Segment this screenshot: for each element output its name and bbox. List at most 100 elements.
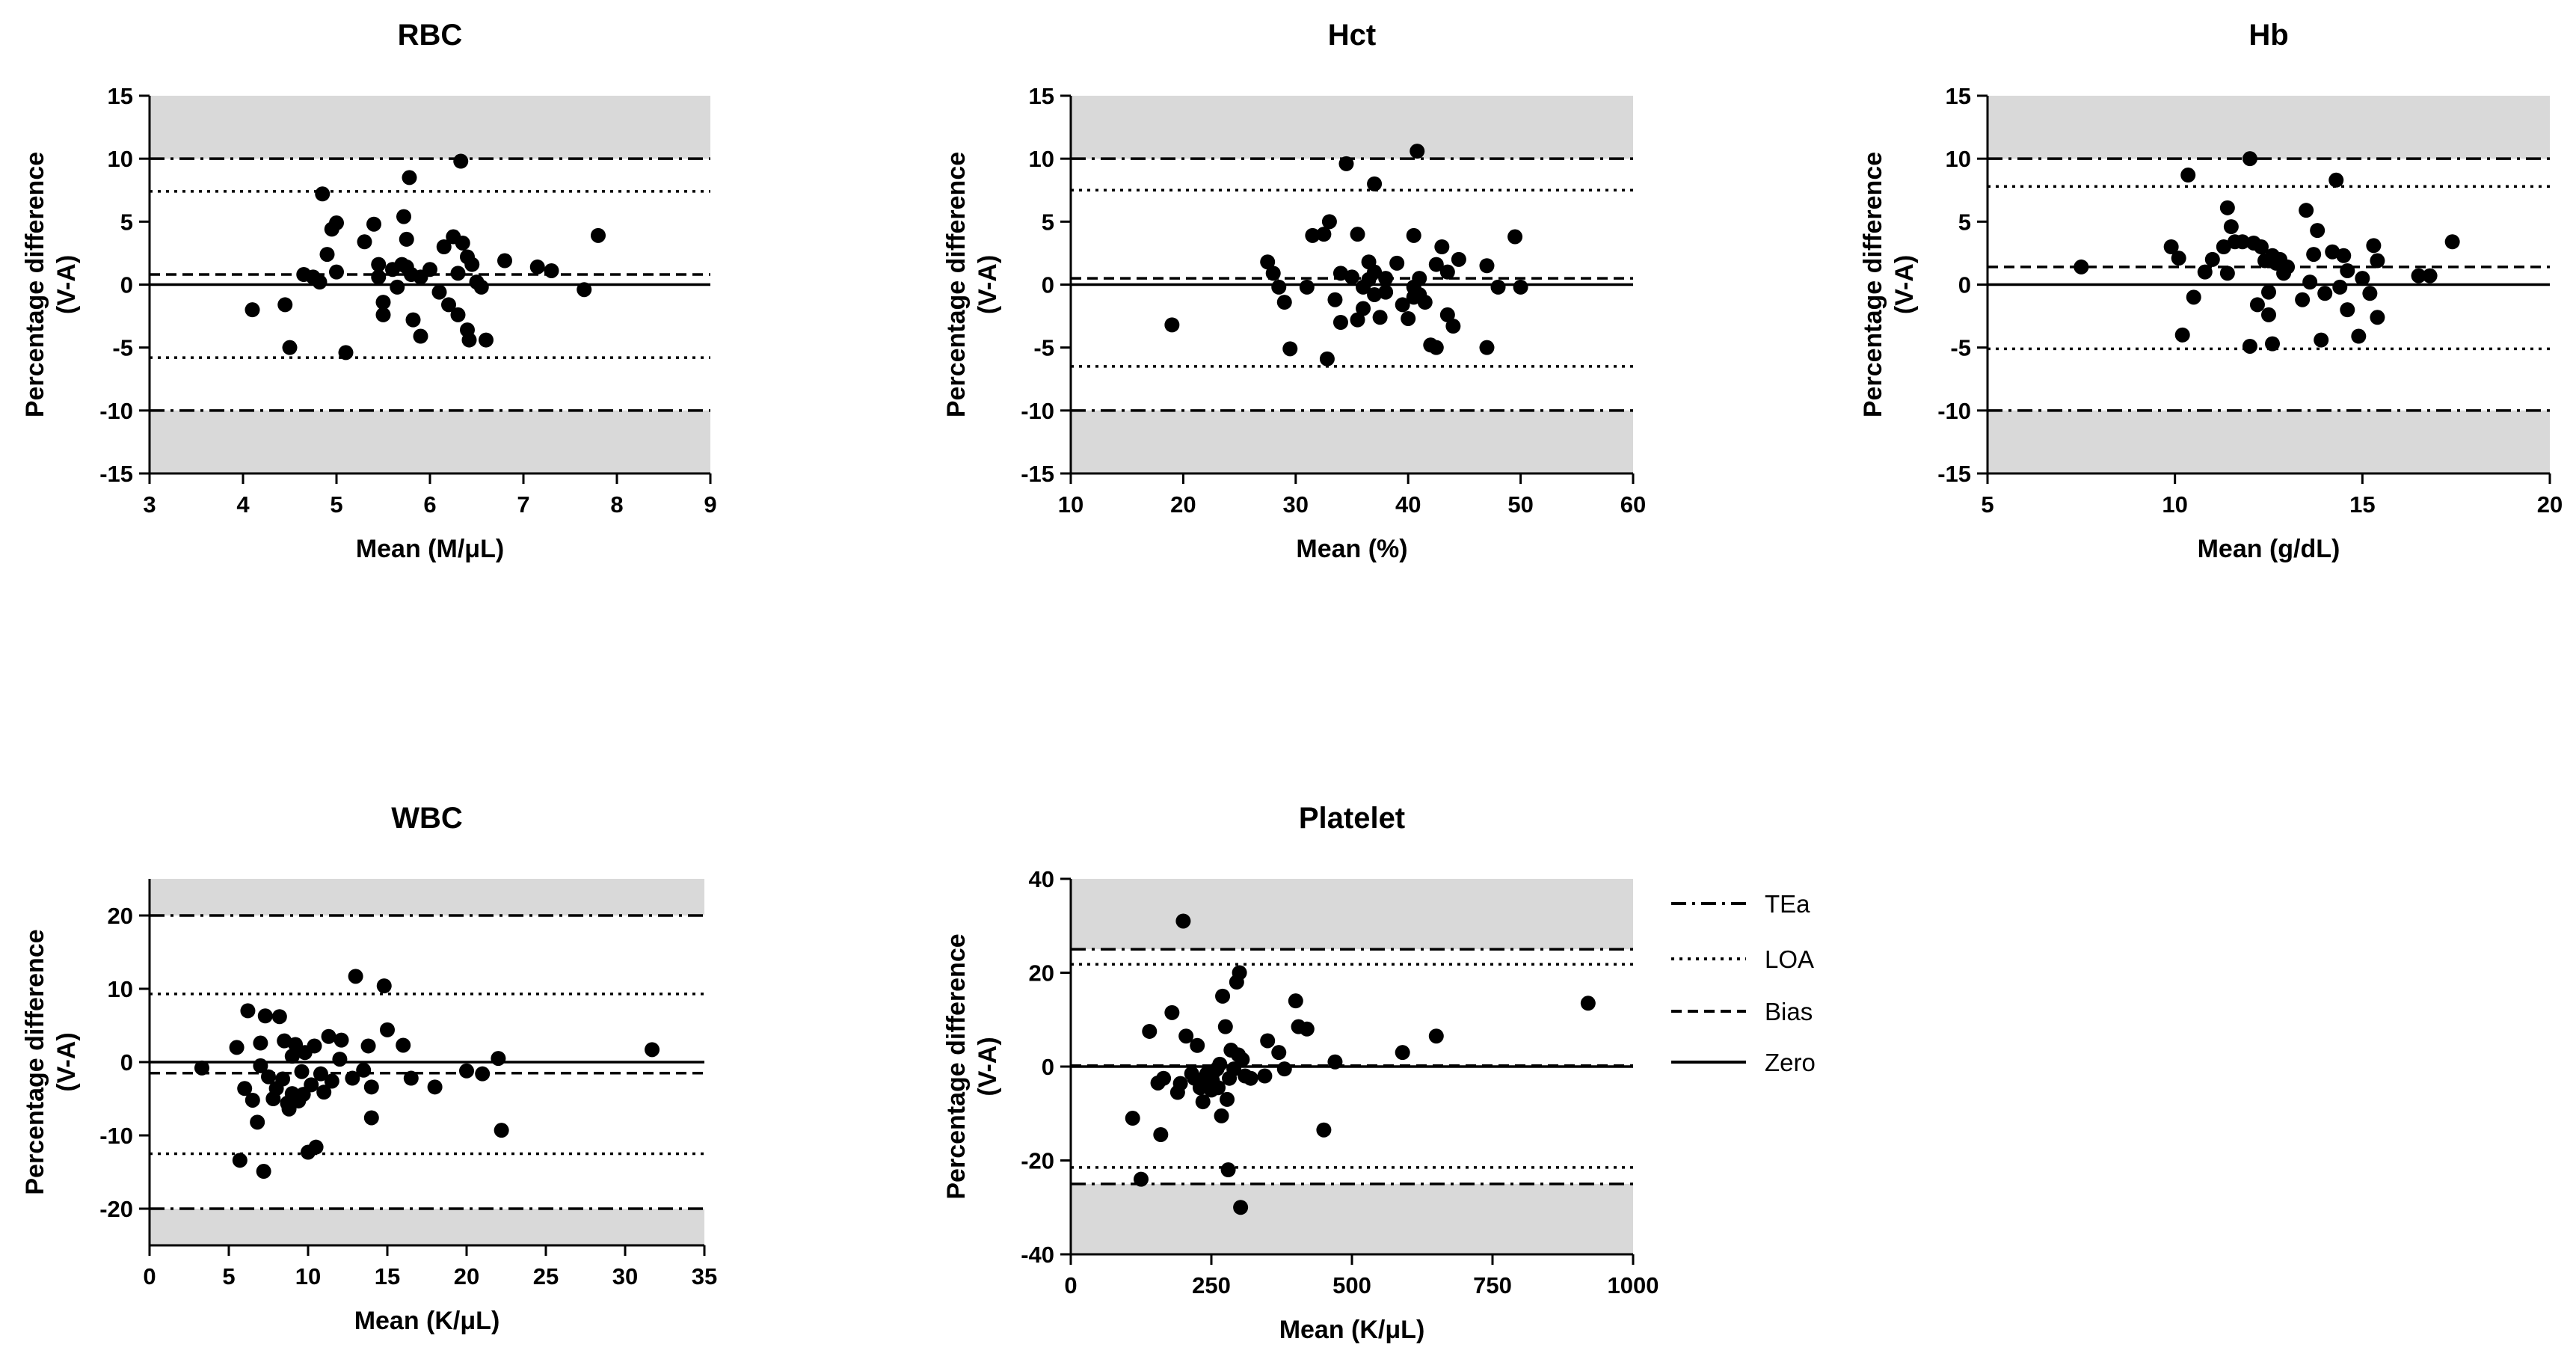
hct-data-point bbox=[1316, 227, 1332, 242]
platelet-data-point bbox=[1153, 1126, 1169, 1142]
platelet-x-tick-label: 0 bbox=[1064, 1272, 1077, 1298]
hct-data-point bbox=[1282, 341, 1298, 357]
hct-x-tick-label: 50 bbox=[1507, 491, 1533, 518]
platelet-data-point bbox=[1195, 1094, 1211, 1110]
hct-x-tick-label: 10 bbox=[1058, 491, 1083, 518]
hb-data-point bbox=[2186, 289, 2201, 305]
wbc-y-axis-sublabel: (V-A) bbox=[52, 1032, 81, 1091]
hb-data-point bbox=[2242, 338, 2257, 354]
platelet-data-point bbox=[1327, 1054, 1343, 1070]
rbc-x-tick-label: 4 bbox=[236, 491, 250, 518]
hb-upper-shade bbox=[1988, 96, 2550, 159]
hct-y-tick-label: -15 bbox=[1021, 461, 1054, 487]
hb-data-point bbox=[2355, 271, 2370, 286]
wbc-data-point bbox=[376, 978, 392, 994]
rbc-data-point bbox=[544, 263, 559, 278]
rbc-data-point bbox=[396, 209, 411, 224]
wbc-data-point bbox=[237, 1081, 253, 1097]
hct-data-point bbox=[1350, 312, 1365, 328]
hct-data-point bbox=[1410, 144, 1425, 159]
hct-data-point bbox=[1332, 266, 1348, 281]
rbc-x-tick-label: 8 bbox=[610, 491, 623, 518]
hct-data-point bbox=[1319, 351, 1335, 366]
hb-data-point bbox=[2163, 239, 2179, 254]
hb-data-point bbox=[2261, 307, 2276, 322]
platelet-data-point bbox=[1271, 1045, 1287, 1061]
hb-data-point bbox=[2261, 284, 2276, 300]
wbc-data-point bbox=[321, 1028, 336, 1044]
platelet-x-tick-label: 1000 bbox=[1608, 1272, 1659, 1298]
rbc-x-axis-label: Mean (M/μL) bbox=[356, 535, 504, 563]
rbc-y-tick-label: 0 bbox=[120, 272, 133, 298]
legend-label-tea: TEa bbox=[1765, 890, 1810, 918]
platelet-data-point bbox=[1288, 993, 1303, 1009]
hct-data-point bbox=[1265, 266, 1281, 281]
wbc-data-point bbox=[380, 1022, 395, 1037]
platelet-title: Platelet bbox=[1299, 802, 1405, 835]
wbc-y-tick-label: 20 bbox=[108, 903, 133, 929]
hb-data-point bbox=[2299, 203, 2314, 218]
wbc-data-point bbox=[256, 1164, 271, 1180]
hct-y-tick-label: 15 bbox=[1029, 83, 1054, 109]
wbc-data-point bbox=[294, 1064, 310, 1079]
hct-data-point bbox=[1395, 297, 1410, 313]
wbc-data-point bbox=[232, 1153, 248, 1168]
wbc-data-point bbox=[271, 1009, 287, 1025]
hb-data-point bbox=[2295, 292, 2311, 307]
hb-data-point bbox=[2197, 264, 2213, 280]
rbc-y-tick-label: -15 bbox=[99, 461, 133, 487]
hb-y-tick-label: 5 bbox=[1958, 209, 1971, 235]
hb-data-point bbox=[2216, 239, 2231, 254]
hct-data-point bbox=[1299, 279, 1315, 295]
hb-x-tick-label: 15 bbox=[2349, 491, 2375, 518]
hb-data-point bbox=[2362, 286, 2378, 301]
hct-y-axis-label: Percentage difference bbox=[942, 152, 971, 417]
wbc-y-tick-label: 10 bbox=[108, 976, 133, 1002]
legend-label-zero: Zero bbox=[1765, 1049, 1816, 1076]
hb-data-point bbox=[2310, 223, 2326, 239]
hct-data-point bbox=[1428, 257, 1444, 272]
platelet-upper-shade bbox=[1071, 879, 1633, 950]
rbc-x-tick-label: 6 bbox=[423, 491, 436, 518]
rbc-data-point bbox=[402, 170, 417, 185]
hb-y-tick-label: -15 bbox=[1937, 461, 1971, 487]
hct-data-point bbox=[1372, 310, 1388, 325]
wbc-x-tick-label: 0 bbox=[143, 1263, 156, 1289]
platelet-data-point bbox=[1190, 1037, 1205, 1053]
wbc-data-point bbox=[360, 1038, 376, 1054]
chart-wbc: -20 -10 0 10 20 0 5 10 15 20 25 30 35 WBC Mean (K/μL) P… bbox=[21, 802, 717, 1335]
hct-data-point bbox=[1344, 269, 1359, 285]
rbc-data-point bbox=[312, 274, 328, 290]
hb-data-point bbox=[2411, 268, 2426, 283]
wbc-x-tick-label: 30 bbox=[612, 1263, 638, 1289]
wbc-data-point bbox=[194, 1060, 209, 1076]
hb-y-tick-label: 10 bbox=[1946, 146, 1971, 172]
hct-x-tick-label: 20 bbox=[1170, 491, 1196, 518]
hb-data-point bbox=[2317, 286, 2333, 301]
hb-data-point bbox=[2253, 239, 2269, 254]
hb-data-point bbox=[2219, 200, 2235, 215]
hb-data-point bbox=[2370, 310, 2385, 325]
platelet-data-point bbox=[1214, 1108, 1229, 1123]
rbc-data-point bbox=[591, 227, 606, 243]
rbc-data-point bbox=[422, 262, 437, 277]
platelet-y-axis-sublabel: (V-A) bbox=[974, 1037, 1002, 1096]
rbc-data-point bbox=[450, 266, 466, 281]
hct-data-point bbox=[1401, 310, 1416, 326]
wbc-data-point bbox=[275, 1071, 291, 1087]
wbc-x-tick-label: 10 bbox=[295, 1263, 321, 1289]
hb-data-point bbox=[2174, 327, 2190, 343]
platelet-data-point bbox=[1235, 1052, 1250, 1067]
wbc-data-point bbox=[308, 1139, 324, 1155]
rbc-y-axis-label: Percentage difference bbox=[21, 152, 49, 417]
wbc-data-point bbox=[284, 1049, 300, 1064]
wbc-x-tick-label: 5 bbox=[222, 1263, 235, 1289]
rbc-data-point bbox=[366, 216, 381, 232]
platelet-y-tick-label: 0 bbox=[1042, 1054, 1054, 1080]
rbc-x-tick-label: 5 bbox=[330, 491, 342, 518]
wbc-lower-shade bbox=[150, 1209, 704, 1245]
wbc-data-point bbox=[345, 1070, 360, 1086]
platelet-data-point bbox=[1215, 988, 1231, 1004]
rbc-lower-shade bbox=[150, 410, 710, 473]
wbc-x-axis-label: Mean (K/μL) bbox=[354, 1307, 500, 1335]
